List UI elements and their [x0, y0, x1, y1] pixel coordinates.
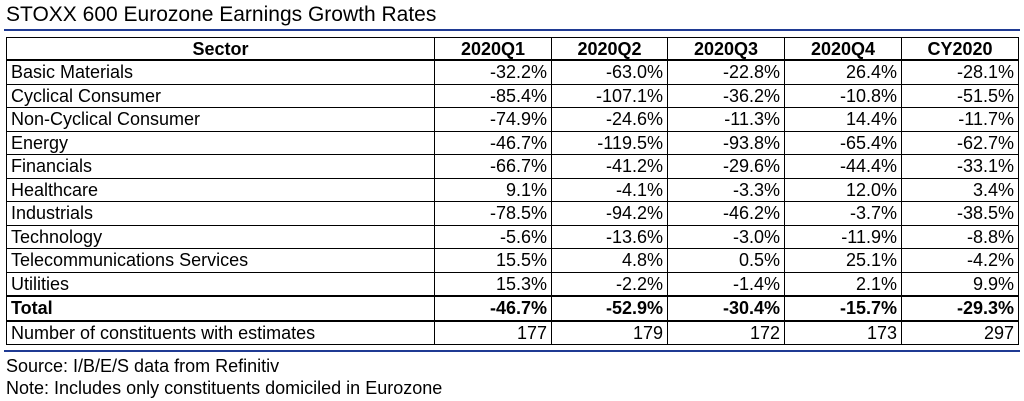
value-cell: -119.5% [551, 130, 668, 155]
value-cell: -3.0% [667, 224, 785, 249]
value-cell: -22.8% [667, 59, 785, 85]
value-cell: 15.3% [434, 271, 552, 297]
value-cell: -74.9% [434, 107, 552, 132]
column-header-2020q3: 2020Q3 [667, 37, 785, 61]
value-cell: -29.6% [667, 154, 785, 179]
value-cell: -29.3% [901, 295, 1019, 321]
table-row: Cyclical Consumer -85.4% -107.1% -36.2% -10.… [6, 83, 1019, 108]
value-cell: 297 [901, 319, 1019, 345]
value-cell: 0.5% [667, 248, 785, 273]
sector-name: Utilities [6, 271, 435, 297]
value-cell: -107.1% [551, 83, 668, 108]
value-cell: -66.7% [434, 154, 552, 179]
sector-name: Healthcare [6, 177, 435, 202]
table-row: Energy -46.7% -119.5% -93.8% -65.4% -62.7% [6, 130, 1019, 155]
value-cell: -94.2% [551, 201, 668, 226]
value-cell: -46.7% [434, 130, 552, 155]
value-cell: -33.1% [901, 154, 1019, 179]
value-cell: -36.2% [667, 83, 785, 108]
value-cell: -5.6% [434, 224, 552, 249]
value-cell: -11.7% [901, 107, 1019, 132]
earnings-table: Sector 2020Q1 2020Q2 2020Q3 2020Q4 CY202… [6, 37, 1019, 345]
table-row: Telecommunications Services 15.5% 4.8% 0.5%… [6, 248, 1019, 273]
value-cell: 26.4% [784, 59, 902, 85]
value-cell: -24.6% [551, 107, 668, 132]
value-cell: -44.4% [784, 154, 902, 179]
value-cell: -65.4% [784, 130, 902, 155]
value-cell: -30.4% [667, 295, 785, 321]
value-cell: -78.5% [434, 201, 552, 226]
total-row: Total -46.7% -52.9% -30.4% -15.7% -29.3% [6, 295, 1019, 321]
value-cell: -93.8% [667, 130, 785, 155]
sector-name: Energy [6, 130, 435, 155]
sector-name: Technology [6, 224, 435, 249]
value-cell: -4.2% [901, 248, 1019, 273]
value-cell: -63.0% [551, 59, 668, 85]
table-row: Non-Cyclical Consumer -74.9% -24.6% -11.3% 1… [6, 107, 1019, 132]
value-cell: 9.9% [901, 271, 1019, 297]
value-cell: -46.2% [667, 201, 785, 226]
value-cell: 14.4% [784, 107, 902, 132]
value-cell: 172 [667, 319, 785, 345]
value-cell: 9.1% [434, 177, 552, 202]
value-cell: -10.8% [784, 83, 902, 108]
table-row: Basic Materials -32.2% -63.0% -22.8% 26.4% -2… [6, 59, 1019, 85]
sector-name: Telecommunications Services [6, 248, 435, 273]
column-header-cy2020: CY2020 [901, 37, 1019, 61]
source-note: Source: I/B/E/S data from Refinitiv [6, 356, 280, 376]
value-cell: -3.7% [784, 201, 902, 226]
value-cell: 179 [551, 319, 668, 345]
value-cell: 15.5% [434, 248, 552, 273]
value-cell: 177 [434, 319, 552, 345]
footnotes: Source: I/B/E/S data from Refinitiv Note… [6, 355, 442, 399]
value-cell: -8.8% [901, 224, 1019, 249]
table-row: Technology -5.6% -13.6% -3.0% -11.9% -8.8% [6, 224, 1019, 249]
column-header-2020q2: 2020Q2 [551, 37, 668, 61]
value-cell: -15.7% [784, 295, 902, 321]
value-cell: -51.5% [901, 83, 1019, 108]
value-cell: -38.5% [901, 201, 1019, 226]
value-cell: -1.4% [667, 271, 785, 297]
sector-name: Cyclical Consumer [6, 83, 435, 108]
table-body: Basic Materials -32.2% -63.0% -22.8% 26.4% -2… [6, 59, 1019, 345]
table-row: Utilities 15.3% -2.2% -1.4% 2.1% 9.9% [6, 271, 1019, 297]
value-cell: -2.2% [551, 271, 668, 297]
column-header-2020q1: 2020Q1 [434, 37, 552, 61]
title-divider [4, 29, 1020, 31]
sector-name: Industrials [6, 201, 435, 226]
value-cell: -32.2% [434, 59, 552, 85]
value-cell: -11.3% [667, 107, 785, 132]
value-cell: -28.1% [901, 59, 1019, 85]
value-cell: 2.1% [784, 271, 902, 297]
value-cell: -13.6% [551, 224, 668, 249]
table-row: Financials -66.7% -41.2% -29.6% -44.4% -33.1% [6, 154, 1019, 179]
value-cell: -46.7% [434, 295, 552, 321]
value-cell: -52.9% [551, 295, 668, 321]
value-cell: -85.4% [434, 83, 552, 108]
value-cell: -41.2% [551, 154, 668, 179]
table-row: Industrials -78.5% -94.2% -46.2% -3.7% -38.5% [6, 201, 1019, 226]
value-cell: 12.0% [784, 177, 902, 202]
column-header-sector: Sector [6, 37, 435, 61]
value-cell: 4.8% [551, 248, 668, 273]
table-row: Healthcare 9.1% -4.1% -3.3% 12.0% 3.4% [6, 177, 1019, 202]
page-title: STOXX 600 Eurozone Earnings Growth Rates [6, 3, 437, 26]
column-header-2020q4: 2020Q4 [784, 37, 902, 61]
value-cell: 173 [784, 319, 902, 345]
sector-name: Number of constituents with estimates [6, 319, 435, 345]
constituents-row: Number of constituents with estimates 177… [6, 319, 1019, 345]
sector-name: Basic Materials [6, 59, 435, 85]
sector-name: Total [6, 295, 435, 321]
sector-name: Financials [6, 154, 435, 179]
footer-divider [4, 350, 1020, 352]
value-cell: -4.1% [551, 177, 668, 202]
value-cell: 25.1% [784, 248, 902, 273]
value-cell: -3.3% [667, 177, 785, 202]
sector-name: Non-Cyclical Consumer [6, 107, 435, 132]
value-cell: -62.7% [901, 130, 1019, 155]
value-cell: 3.4% [901, 177, 1019, 202]
table-header-row: Sector 2020Q1 2020Q2 2020Q3 2020Q4 CY202… [6, 37, 1019, 61]
value-cell: -11.9% [784, 224, 902, 249]
domicile-note: Note: Includes only constituents domicil… [6, 378, 443, 398]
